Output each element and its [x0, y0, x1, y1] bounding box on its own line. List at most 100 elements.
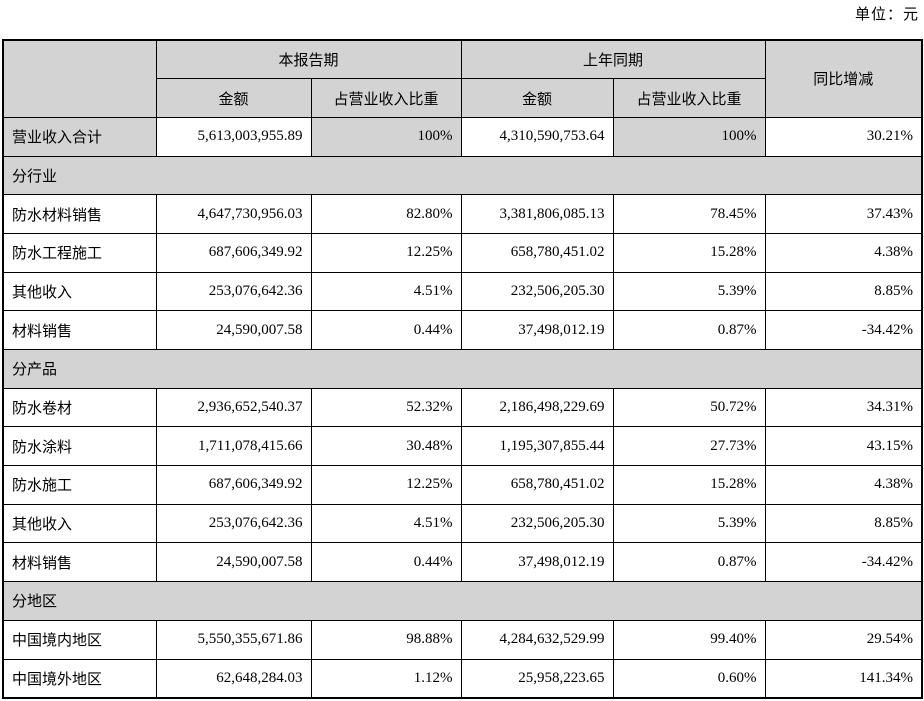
row-label: 防水施工	[2, 465, 157, 505]
current-share: 82.80%	[310, 194, 462, 234]
prior-amount: 3,381,806,085.13	[460, 194, 614, 234]
row-label: 材料销售	[2, 542, 157, 583]
row-label: 营业收入合计	[2, 116, 157, 157]
row-label: 防水卷材	[2, 387, 157, 428]
prior-share: 100%	[612, 116, 766, 157]
section-header-row: 分产品	[2, 349, 923, 389]
current-amount: 24,590,007.58	[155, 310, 312, 350]
prior-share: 15.28%	[612, 232, 766, 273]
table-row: 营业收入合计 5,613,003,955.89 100% 4,310,590,753.…	[2, 116, 923, 157]
current-share: 1.12%	[310, 658, 462, 699]
row-label: 防水工程施工	[2, 232, 157, 273]
header-prior-amount: 金额	[460, 78, 614, 118]
revenue-breakdown-table: 本报告期 上年同期 同比增减 金额 占营业收入比重 金额 占营业收入比重 营业收…	[2, 39, 924, 699]
current-share: 0.44%	[310, 542, 462, 583]
table-row: 防水施工 687,606,349.92 12.25% 658,780,451.02 15…	[2, 465, 923, 505]
prior-amount: 4,310,590,753.64	[460, 116, 614, 157]
yoy-change: 8.85%	[764, 503, 923, 544]
unit-label: 单位：元	[854, 7, 919, 23]
header-prior-period: 上年同期	[460, 39, 766, 80]
header-row-groups: 本报告期 上年同期 同比增减	[2, 39, 923, 118]
row-label: 中国境外地区	[2, 658, 157, 699]
row-label: 中国境内地区	[2, 619, 157, 660]
yoy-change: 43.15%	[764, 426, 923, 467]
prior-share: 0.87%	[612, 542, 766, 583]
current-share: 4.51%	[310, 503, 462, 544]
row-label: 其他收入	[2, 271, 157, 312]
prior-amount: 2,186,498,229.69	[460, 387, 614, 428]
prior-amount: 4,284,632,529.99	[460, 619, 614, 660]
prior-share: 50.72%	[612, 387, 766, 428]
header-row-subcolumns: 金额 占营业收入比重 金额 占营业收入比重	[3, 78, 922, 118]
prior-share: 99.40%	[612, 619, 766, 660]
yoy-change: 29.54%	[764, 619, 923, 660]
current-amount: 5,550,355,671.86	[155, 619, 312, 660]
current-amount: 5,613,003,955.89	[155, 116, 312, 157]
row-label: 防水涂料	[2, 426, 157, 467]
prior-amount: 37,498,012.19	[460, 310, 614, 350]
table-row: 中国境外地区 62,648,284.03 1.12% 25,958,223.65 0.6…	[2, 658, 923, 699]
current-amount: 1,711,078,415.66	[155, 426, 312, 467]
current-amount: 2,936,652,540.37	[155, 387, 312, 428]
prior-share: 0.60%	[612, 658, 766, 699]
yoy-change: 141.34%	[764, 658, 923, 699]
prior-share: 27.73%	[612, 426, 766, 467]
header-empty-cell	[2, 39, 157, 118]
row-label: 防水材料销售	[2, 194, 157, 234]
yoy-change: 30.21%	[764, 116, 923, 157]
current-amount: 687,606,349.92	[155, 465, 312, 505]
section-header-row: 分行业	[2, 155, 923, 196]
current-amount: 24,590,007.58	[155, 542, 312, 583]
prior-share: 5.39%	[612, 271, 766, 312]
section-label: 分产品	[2, 349, 923, 389]
section-label: 分地区	[2, 581, 923, 621]
yoy-change: 8.85%	[764, 271, 923, 312]
current-share: 12.25%	[310, 232, 462, 273]
prior-share: 78.45%	[612, 194, 766, 234]
section-label: 分行业	[2, 155, 923, 196]
prior-amount: 232,506,205.30	[460, 503, 614, 544]
current-share: 52.32%	[310, 387, 462, 428]
row-label: 其他收入	[2, 503, 157, 544]
table-row: 防水卷材 2,936,652,540.37 52.32% 2,186,498,229.…	[2, 387, 923, 428]
prior-amount: 658,780,451.02	[460, 465, 614, 505]
prior-amount: 25,958,223.65	[460, 658, 614, 699]
yoy-change: 4.38%	[764, 465, 923, 505]
prior-amount: 1,195,307,855.44	[460, 426, 614, 467]
header-current-period: 本报告期	[155, 39, 462, 80]
table-row: 防水涂料 1,711,078,415.66 30.48% 1,195,307,855.…	[2, 426, 923, 467]
header-current-share: 占营业收入比重	[310, 78, 462, 118]
table-row: 材料销售 24,590,007.58 0.44% 37,498,012.19 0.87%…	[2, 542, 923, 583]
yoy-change: 37.43%	[764, 194, 923, 234]
section-header-row: 分地区	[2, 581, 923, 621]
header-prior-share: 占营业收入比重	[612, 78, 766, 118]
table-row: 防水材料销售 4,647,730,956.03 82.80% 3,381,806,08…	[2, 194, 923, 234]
yoy-change: 34.31%	[764, 387, 923, 428]
current-share: 4.51%	[310, 271, 462, 312]
prior-amount: 37,498,012.19	[460, 542, 614, 583]
yoy-change: 4.38%	[764, 232, 923, 273]
prior-amount: 658,780,451.02	[460, 232, 614, 273]
current-share: 30.48%	[310, 426, 462, 467]
table-row: 材料销售 24,590,007.58 0.44% 37,498,012.19 0.87%…	[2, 310, 923, 350]
yoy-change: -34.42%	[764, 542, 923, 583]
yoy-change: -34.42%	[764, 310, 923, 350]
table-row: 中国境内地区 5,550,355,671.86 98.88% 4,284,632,52…	[2, 619, 923, 660]
prior-share: 0.87%	[612, 310, 766, 350]
current-share: 12.25%	[310, 465, 462, 505]
current-amount: 4,647,730,956.03	[155, 194, 312, 234]
table-row: 其他收入 253,076,642.36 4.51% 232,506,205.30 5.3…	[2, 271, 923, 312]
prior-amount: 232,506,205.30	[460, 271, 614, 312]
table-row: 其他收入 253,076,642.36 4.51% 232,506,205.30 5.3…	[2, 503, 923, 544]
current-share: 0.44%	[310, 310, 462, 350]
header-yoy-change: 同比增减	[764, 39, 923, 118]
current-amount: 62,648,284.03	[155, 658, 312, 699]
prior-share: 5.39%	[612, 503, 766, 544]
row-label: 材料销售	[2, 310, 157, 350]
table-row: 防水工程施工 687,606,349.92 12.25% 658,780,451.02…	[2, 232, 923, 273]
current-amount: 253,076,642.36	[155, 271, 312, 312]
header-current-amount: 金额	[155, 78, 312, 118]
current-amount: 253,076,642.36	[155, 503, 312, 544]
current-share: 98.88%	[310, 619, 462, 660]
